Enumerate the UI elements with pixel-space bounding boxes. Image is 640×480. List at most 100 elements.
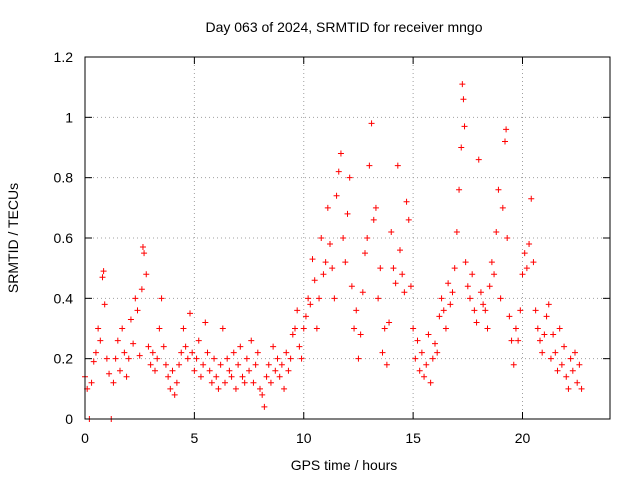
data-point — [427, 379, 434, 386]
data-point — [456, 186, 463, 193]
data-point — [265, 361, 272, 368]
data-point — [106, 370, 113, 377]
data-point — [491, 271, 498, 278]
data-point — [121, 349, 128, 356]
data-point — [541, 331, 548, 338]
data-point — [114, 337, 121, 344]
data-point — [110, 379, 117, 386]
data-point — [359, 289, 366, 296]
axes-layer: 0 5 10 15 20 0 0.2 0.4 0.6 0.8 1 1.2 — [54, 49, 611, 446]
data-point — [305, 295, 312, 302]
data-point — [224, 355, 231, 362]
data-point — [370, 216, 377, 223]
data-point — [335, 168, 342, 175]
data-point — [394, 162, 401, 169]
y-axis-title: SRMTID / TECUs — [5, 183, 21, 293]
data-point — [165, 373, 172, 380]
data-point — [173, 379, 180, 386]
data-point — [488, 259, 495, 266]
data-point — [167, 385, 174, 392]
data-point — [528, 195, 535, 202]
data-point — [283, 349, 290, 356]
data-point — [180, 325, 187, 332]
data-point — [451, 265, 458, 272]
data-point — [309, 256, 316, 263]
data-point — [574, 379, 581, 386]
data-point — [368, 120, 375, 127]
data-point — [578, 385, 585, 392]
data-point — [226, 367, 233, 374]
x-tick-label: 0 — [81, 430, 89, 446]
data-point — [184, 355, 191, 362]
data-point — [477, 289, 484, 296]
data-point — [532, 307, 539, 314]
data-point — [316, 295, 323, 302]
data-point — [399, 271, 406, 278]
x-tick-label: 5 — [190, 430, 198, 446]
data-point — [138, 286, 145, 293]
data-point — [539, 349, 546, 356]
data-point — [160, 343, 167, 350]
data-point — [178, 349, 185, 356]
data-point — [473, 319, 480, 326]
data-point — [103, 355, 110, 362]
data-point — [156, 325, 163, 332]
data-point — [296, 343, 303, 350]
data-point — [461, 123, 468, 130]
data-point — [259, 391, 266, 398]
data-point — [561, 343, 568, 350]
data-point — [379, 349, 386, 356]
data-point — [462, 259, 469, 266]
data-point — [97, 337, 104, 344]
data-point — [503, 126, 510, 133]
data-point — [545, 301, 552, 308]
data-point — [272, 367, 279, 374]
data-point — [355, 355, 362, 362]
data-point — [267, 379, 274, 386]
data-point — [392, 280, 399, 287]
data-point — [287, 355, 294, 362]
data-point — [375, 295, 382, 302]
data-point — [132, 295, 139, 302]
data-point — [567, 355, 574, 362]
data-point — [348, 283, 355, 290]
data-point — [101, 301, 108, 308]
data-point — [416, 367, 423, 374]
data-point — [412, 355, 419, 362]
data-point — [263, 373, 270, 380]
data-point — [88, 379, 95, 386]
data-point — [442, 325, 449, 332]
data-point — [414, 337, 421, 344]
data-point — [193, 355, 200, 362]
data-point — [246, 367, 253, 374]
data-point — [526, 241, 533, 248]
data-point — [217, 361, 224, 368]
data-point — [418, 349, 425, 356]
data-point — [125, 355, 132, 362]
data-point — [486, 283, 493, 290]
data-point — [311, 277, 318, 284]
data-point — [232, 385, 239, 392]
data-point — [337, 150, 344, 157]
data-point — [425, 331, 432, 338]
data-point — [569, 367, 576, 374]
data-point — [502, 138, 508, 145]
data-point — [250, 379, 257, 386]
data-point — [506, 313, 513, 320]
data-point — [195, 337, 202, 344]
data-point — [407, 283, 414, 290]
data-point — [459, 81, 466, 88]
data-point — [495, 186, 502, 193]
data-point — [200, 361, 207, 368]
data-point — [154, 355, 161, 362]
data-point — [171, 391, 178, 398]
data-point — [436, 313, 443, 320]
data-point — [252, 361, 259, 368]
data-point — [197, 373, 204, 380]
data-point — [429, 355, 436, 362]
data-point — [215, 385, 222, 392]
data-point — [143, 271, 150, 278]
data-point — [302, 313, 309, 320]
